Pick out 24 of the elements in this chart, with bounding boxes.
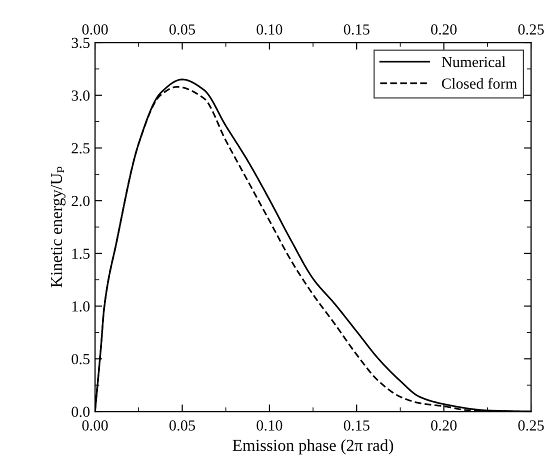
y-tick-label: 0.0 <box>72 406 90 418</box>
x2-tick-label: 0.10 <box>256 420 282 431</box>
x-axis-title: Emission phase (2π rad) <box>232 439 394 454</box>
x2-tick-label: 0.25 <box>518 420 544 431</box>
x-tick-label: 0.10 <box>256 24 282 35</box>
x-tick-label: 0.20 <box>431 24 457 35</box>
x-tick-label: 0.05 <box>169 24 196 35</box>
x-tick-label: 0.25 <box>518 24 544 35</box>
x2-tick-label: 0.05 <box>169 420 196 431</box>
legend-label: Closed form <box>442 78 518 89</box>
x2-tick-label: 0.20 <box>431 420 457 431</box>
y-axis-title: Kinetic energy/Uₚ <box>50 166 66 288</box>
y-tick-label: 1.5 <box>72 248 90 259</box>
x-tick-label: 0.00 <box>82 24 108 35</box>
y-tick-label: 2.0 <box>72 196 90 206</box>
legend-label: Numerical <box>442 56 506 68</box>
y-tick-label: 3.0 <box>72 90 90 101</box>
y-tick-label: 0.5 <box>72 354 90 364</box>
x-tick-label: 0.15 <box>344 24 370 35</box>
y-tick-label: 2.5 <box>72 143 90 154</box>
y-tick-label: 3.5 <box>72 38 90 48</box>
y-tick-label: 1.0 <box>72 301 90 312</box>
x2-tick-label: 0.00 <box>82 420 108 431</box>
x2-tick-label: 0.15 <box>344 420 370 431</box>
